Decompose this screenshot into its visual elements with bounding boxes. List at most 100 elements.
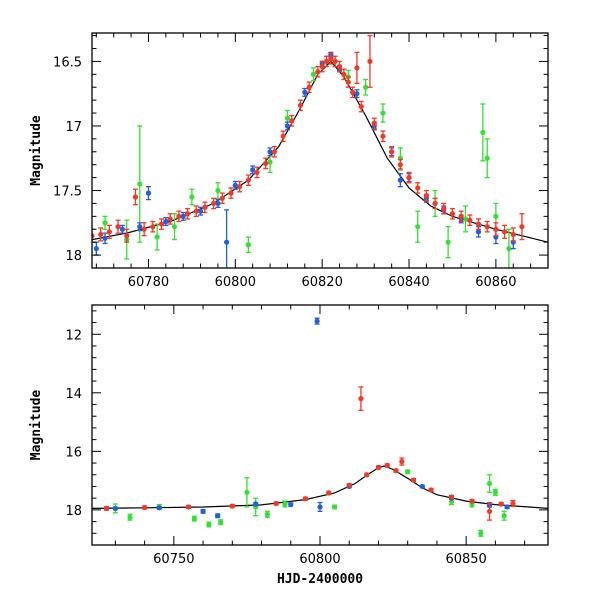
data-point xyxy=(282,501,288,507)
data-point xyxy=(271,149,277,155)
data-point xyxy=(215,187,221,194)
data-point xyxy=(163,218,169,225)
data-point xyxy=(115,224,121,230)
data-point xyxy=(197,208,204,214)
data-point xyxy=(132,194,139,200)
x-tick-label: 60800 xyxy=(215,275,256,290)
data-point xyxy=(302,89,308,95)
data-point xyxy=(354,65,360,71)
x-axis-title: HJD-2400000 xyxy=(277,572,363,587)
x-tick-label: 60750 xyxy=(153,552,194,567)
data-point xyxy=(253,501,259,507)
data-point xyxy=(142,504,148,511)
data-point xyxy=(486,480,493,487)
data-point xyxy=(280,133,286,139)
data-point xyxy=(469,498,475,504)
y-tick-label: 17 xyxy=(65,120,82,135)
data-point xyxy=(180,213,186,219)
data-point xyxy=(399,458,405,465)
series-green xyxy=(102,67,512,268)
y-tick-label: 16.5 xyxy=(53,55,82,70)
data-point xyxy=(273,500,279,507)
data-point xyxy=(206,521,212,528)
data-point xyxy=(171,224,178,230)
data-point xyxy=(145,190,152,196)
data-point xyxy=(358,103,364,110)
x-tick-label: 60820 xyxy=(301,275,342,290)
data-point xyxy=(328,56,334,62)
data-point xyxy=(215,200,221,207)
data-point xyxy=(250,167,256,173)
panel-bottom: 60750 60800 60850 12 14 16 18 Magnitude HJD-2400… xyxy=(29,304,549,587)
x-tick-label: 60860 xyxy=(475,275,516,290)
data-point xyxy=(154,234,160,240)
data-point xyxy=(346,482,352,488)
data-point xyxy=(484,224,490,230)
data-point xyxy=(406,175,412,181)
data-point xyxy=(137,224,143,230)
data-point xyxy=(405,469,411,475)
data-point xyxy=(480,129,486,136)
data-point xyxy=(345,79,351,85)
data-point xyxy=(119,226,125,232)
data-point xyxy=(354,91,360,97)
data-point xyxy=(428,487,434,493)
data-point xyxy=(415,185,421,191)
plot-area xyxy=(92,317,548,537)
data-point xyxy=(185,504,192,510)
data-point xyxy=(458,213,464,219)
data-point xyxy=(310,71,317,77)
data-point xyxy=(156,505,162,511)
data-point xyxy=(475,221,482,227)
data-point xyxy=(397,162,403,168)
data-point xyxy=(127,514,133,520)
data-point xyxy=(302,496,308,502)
data-point xyxy=(104,505,110,512)
data-point xyxy=(492,489,498,495)
data-point xyxy=(519,224,525,230)
data-point xyxy=(323,58,330,65)
data-point xyxy=(493,226,499,232)
plot-area xyxy=(92,34,548,268)
data-point xyxy=(415,224,421,230)
x-tick-label: 60840 xyxy=(388,275,429,290)
series-green xyxy=(112,469,507,537)
data-point xyxy=(98,231,104,238)
y-axis-title: Magnitude xyxy=(29,115,44,186)
series-red xyxy=(92,34,525,243)
data-point xyxy=(393,468,399,474)
x-tick-label: 60850 xyxy=(445,552,486,567)
data-point xyxy=(501,229,508,235)
data-point xyxy=(448,494,455,500)
data-point xyxy=(244,489,250,495)
data-point xyxy=(284,123,291,129)
data-point xyxy=(229,503,235,509)
data-point xyxy=(484,155,490,161)
data-point xyxy=(397,177,403,183)
data-point xyxy=(184,211,191,217)
data-point xyxy=(341,71,347,77)
data-point xyxy=(193,208,199,214)
data-point xyxy=(317,504,323,510)
y-tick-label: 16 xyxy=(65,445,82,460)
data-point xyxy=(228,190,234,196)
data-point xyxy=(93,246,99,252)
data-point xyxy=(167,216,173,222)
data-point xyxy=(498,501,504,507)
data-point xyxy=(215,513,221,519)
data-point xyxy=(367,58,373,65)
data-point xyxy=(219,195,225,201)
y-axis-title: Magnitude xyxy=(29,390,44,461)
data-point xyxy=(211,200,217,207)
y-tick-label: 14 xyxy=(65,387,82,402)
data-point xyxy=(501,513,507,519)
data-point xyxy=(486,508,493,514)
model-curve-line xyxy=(92,60,548,243)
series-red xyxy=(104,386,516,521)
data-point xyxy=(349,89,356,95)
data-point xyxy=(284,115,291,121)
data-point xyxy=(326,490,332,496)
data-point xyxy=(124,233,130,239)
data-point xyxy=(264,511,270,517)
